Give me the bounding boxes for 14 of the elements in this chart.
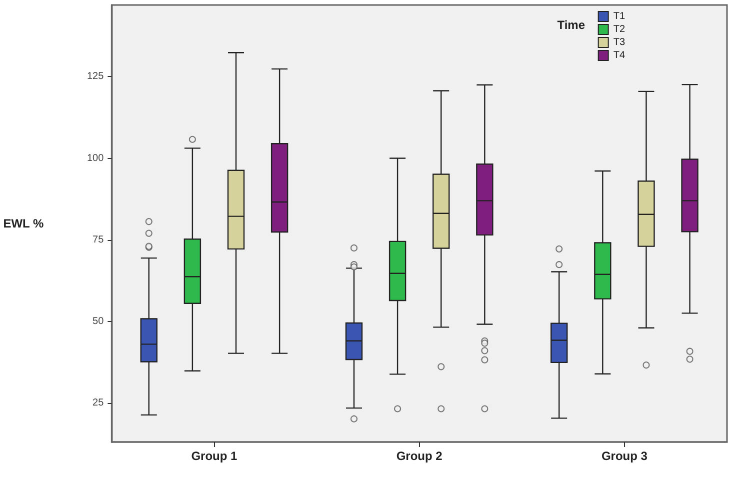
x-tick-label: Group 2 — [396, 449, 443, 463]
x-tick-label: Group 1 — [191, 449, 238, 463]
legend-title: Time — [557, 18, 586, 32]
y-tick-label: 75 — [92, 234, 104, 246]
y-axis-title: EWL % — [3, 216, 44, 230]
x-tick-label: Group 3 — [601, 449, 648, 463]
y-tick-label: 25 — [92, 397, 104, 408]
y-tick-label: 125 — [86, 71, 104, 82]
legend-label: T4 — [613, 50, 626, 61]
legend-label: T3 — [613, 37, 626, 48]
y-tick-label: 50 — [92, 316, 104, 327]
legend-label: T1 — [613, 11, 626, 22]
y-tick-label: 100 — [86, 152, 104, 164]
legend-label: T2 — [613, 24, 626, 35]
